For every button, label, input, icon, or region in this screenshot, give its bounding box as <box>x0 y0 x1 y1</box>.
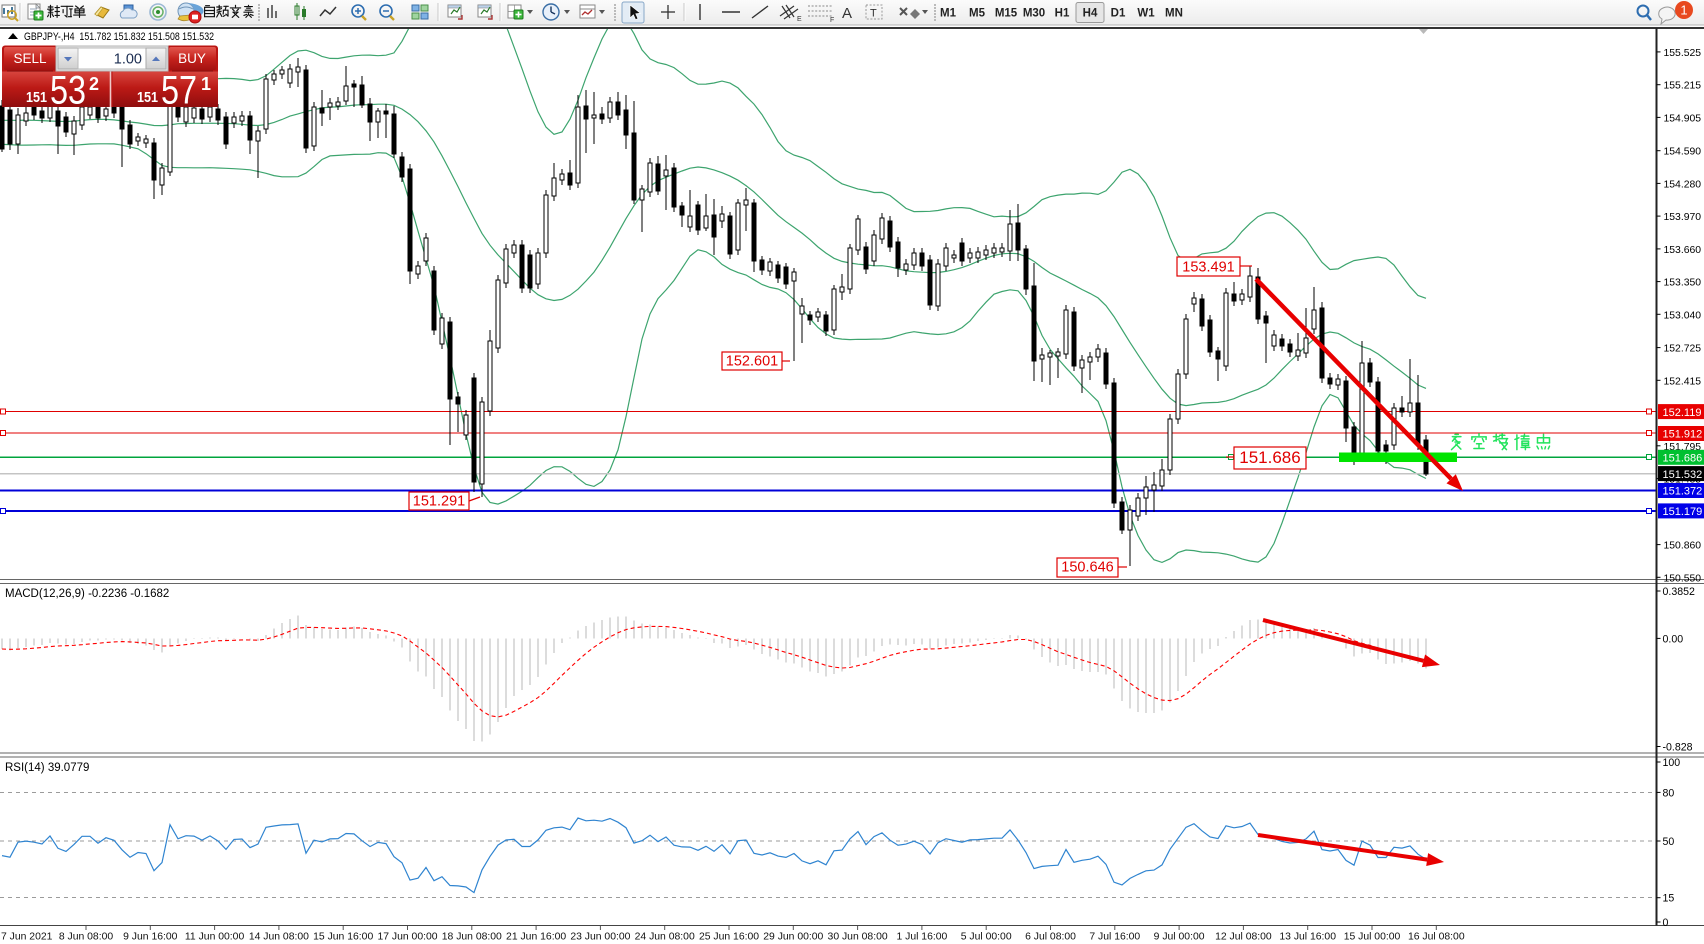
svg-text:9 Jun 16:00: 9 Jun 16:00 <box>123 932 178 943</box>
svg-text:GBPJPY-,H4 151.782 151.832 15: GBPJPY-,H4 151.782 151.832 151.508 151.5… <box>24 31 214 43</box>
svg-text:M1: M1 <box>940 8 957 20</box>
svg-text:MACD(12,26,9) -0.2236 -0.1682: MACD(12,26,9) -0.2236 -0.1682 <box>5 588 169 600</box>
svg-text:H4: H4 <box>1083 8 1098 20</box>
svg-text:-0.828: -0.828 <box>1663 742 1693 754</box>
svg-text:H1: H1 <box>1055 8 1070 20</box>
svg-text:151.291: 151.291 <box>413 494 465 510</box>
svg-text:151: 151 <box>137 90 158 106</box>
svg-text:0: 0 <box>1663 917 1669 929</box>
svg-text:1.00: 1.00 <box>114 52 142 68</box>
svg-text:D1: D1 <box>1111 8 1126 20</box>
svg-text:8 Jun 08:00: 8 Jun 08:00 <box>59 932 114 943</box>
svg-text:151.372: 151.372 <box>1663 486 1703 498</box>
svg-text:29 Jun 00:00: 29 Jun 00:00 <box>763 932 823 943</box>
svg-text:M5: M5 <box>969 8 986 20</box>
svg-text:153.491: 153.491 <box>1182 260 1234 276</box>
svg-text:E: E <box>797 16 802 23</box>
svg-text:150.550: 150.550 <box>1664 573 1702 584</box>
svg-text:153.970: 153.970 <box>1664 212 1702 223</box>
svg-text:16 Jul 08:00: 16 Jul 08:00 <box>1408 932 1465 943</box>
svg-text:9 Jul 00:00: 9 Jul 00:00 <box>1154 932 1205 943</box>
svg-text:153.350: 153.350 <box>1664 278 1702 289</box>
svg-text:W1: W1 <box>1137 8 1155 20</box>
svg-text:F: F <box>830 17 834 24</box>
svg-text:2: 2 <box>89 74 99 94</box>
svg-text:0.00: 0.00 <box>1663 633 1684 645</box>
svg-text:154.280: 154.280 <box>1664 179 1702 190</box>
svg-text:100: 100 <box>1663 757 1681 769</box>
svg-text:RSI(14) 39.0779: RSI(14) 39.0779 <box>5 762 89 774</box>
svg-text:24 Jun 08:00: 24 Jun 08:00 <box>635 932 695 943</box>
svg-text:1: 1 <box>1680 3 1687 18</box>
svg-text:152.725: 152.725 <box>1664 344 1702 355</box>
svg-text:154.905: 154.905 <box>1664 113 1702 124</box>
svg-text:7 Jun 2021: 7 Jun 2021 <box>1 932 53 943</box>
svg-text:152.119: 152.119 <box>1663 407 1702 419</box>
svg-text:11 Jun 00:00: 11 Jun 00:00 <box>185 932 245 943</box>
svg-text:152.415: 152.415 <box>1664 376 1702 387</box>
svg-text:17 Jun 00:00: 17 Jun 00:00 <box>377 932 437 943</box>
svg-text:151.912: 151.912 <box>1663 429 1703 441</box>
svg-text:15 Jun 16:00: 15 Jun 16:00 <box>313 932 373 943</box>
svg-text:M15: M15 <box>995 8 1018 20</box>
svg-text:BUY: BUY <box>178 51 206 66</box>
svg-text:M30: M30 <box>1023 8 1045 20</box>
svg-text:80: 80 <box>1663 787 1675 799</box>
svg-text:153.660: 153.660 <box>1664 245 1702 256</box>
svg-text:23 Jun 00:00: 23 Jun 00:00 <box>570 932 630 943</box>
svg-text:18 Jun 08:00: 18 Jun 08:00 <box>442 932 502 943</box>
svg-text:14 Jun 08:00: 14 Jun 08:00 <box>249 932 309 943</box>
svg-text:25 Jun 16:00: 25 Jun 16:00 <box>699 932 759 943</box>
svg-text:155.525: 155.525 <box>1664 48 1702 59</box>
svg-text:154.590: 154.590 <box>1664 147 1702 158</box>
svg-text:151: 151 <box>26 90 47 106</box>
svg-text:1: 1 <box>201 74 211 94</box>
svg-text:151.686: 151.686 <box>1663 453 1703 465</box>
svg-text:13 Jul 16:00: 13 Jul 16:00 <box>1279 932 1336 943</box>
svg-text:151.532: 151.532 <box>1663 469 1703 481</box>
svg-text:12 Jul 08:00: 12 Jul 08:00 <box>1215 932 1272 943</box>
svg-text:150.860: 150.860 <box>1664 541 1702 552</box>
svg-text:6 Jul 08:00: 6 Jul 08:00 <box>1025 932 1076 943</box>
svg-text:50: 50 <box>1663 836 1675 848</box>
svg-text:21 Jun 16:00: 21 Jun 16:00 <box>506 932 566 943</box>
svg-text:30 Jun 08:00: 30 Jun 08:00 <box>828 932 888 943</box>
svg-text:155.215: 155.215 <box>1664 81 1702 92</box>
svg-text:7 Jul 16:00: 7 Jul 16:00 <box>1089 932 1140 943</box>
svg-text:153.040: 153.040 <box>1664 310 1702 321</box>
svg-text:A: A <box>842 5 852 22</box>
svg-text:57: 57 <box>161 69 197 113</box>
svg-text:0.3852: 0.3852 <box>1663 586 1696 598</box>
svg-text:150.646: 150.646 <box>1061 560 1113 576</box>
svg-text:SELL: SELL <box>13 51 47 66</box>
svg-text:152.601: 152.601 <box>726 354 778 370</box>
svg-text:151.686: 151.686 <box>1239 448 1300 467</box>
svg-text:15 Jul 00:00: 15 Jul 00:00 <box>1344 932 1401 943</box>
svg-text:15: 15 <box>1663 893 1675 905</box>
svg-text:1 Jul 16:00: 1 Jul 16:00 <box>896 932 947 943</box>
svg-text:53: 53 <box>50 69 86 113</box>
svg-text:151.795: 151.795 <box>1664 442 1702 453</box>
svg-text:MN: MN <box>1165 8 1183 20</box>
svg-text:5 Jul 00:00: 5 Jul 00:00 <box>961 932 1012 943</box>
svg-text:151.179: 151.179 <box>1663 506 1703 518</box>
svg-text:T: T <box>870 8 877 20</box>
